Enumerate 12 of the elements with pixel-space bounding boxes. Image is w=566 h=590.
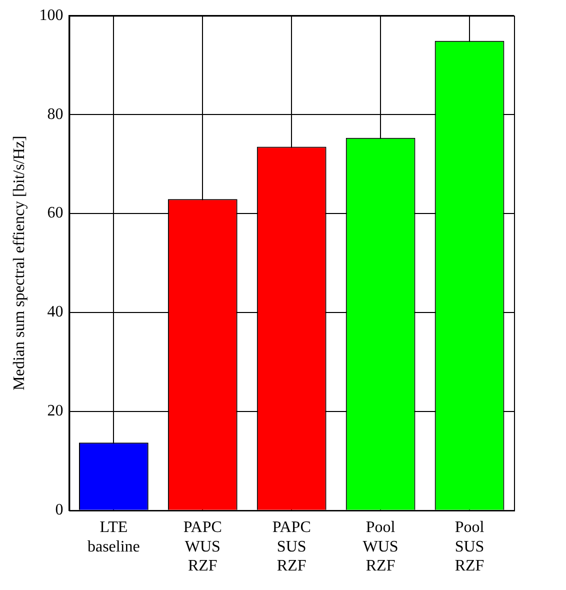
- y-tick-label: 100: [39, 6, 64, 24]
- y-tick-label: 60: [47, 204, 64, 222]
- y-tick-label: 20: [47, 402, 64, 420]
- y-axis-title: Median sum spectral effiency [bit/s/Hz]: [10, 136, 28, 390]
- x-tick-label: Pool WUS RZF: [362, 519, 398, 575]
- y-tick-label: 0: [55, 502, 64, 519]
- x-tick-label: PAPC SUS RZF: [272, 519, 311, 575]
- x-tick-label: LTE baseline: [87, 519, 140, 556]
- y-tick-label: 80: [47, 106, 64, 123]
- x-tick-label: PAPC WUS RZF: [183, 519, 222, 575]
- x-tick-label: Pool SUS RZF: [454, 519, 485, 575]
- y-tick-label: 40: [47, 304, 64, 321]
